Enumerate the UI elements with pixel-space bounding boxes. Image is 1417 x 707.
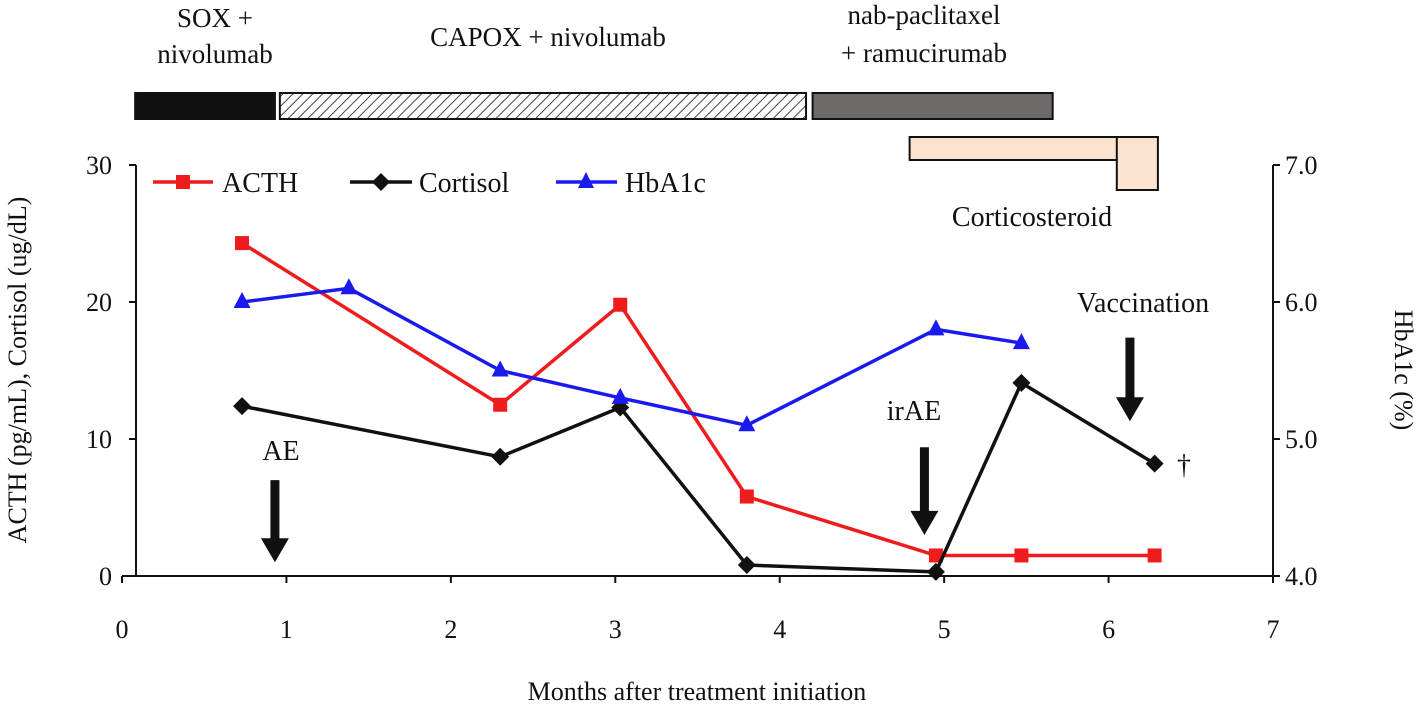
x-tick-label: 2 — [444, 615, 457, 644]
cortisol-point — [233, 397, 252, 416]
hba1c-point — [491, 360, 509, 377]
annotation-death-dagger: † — [1177, 450, 1191, 481]
acth-line — [241, 241, 1155, 558]
regimen-timeline: SOX + nivolumab CAPOX + nivolumab nab-pa… — [134, 0, 1054, 120]
acth-point — [928, 548, 943, 563]
x-tick-label: 3 — [609, 615, 622, 644]
x-tick-label: 4 — [773, 615, 786, 644]
acth-point — [1014, 548, 1029, 563]
hba1c-point — [1012, 333, 1030, 350]
cortisol-point — [491, 447, 510, 466]
annotation-vaccination: Vaccination — [1077, 288, 1209, 319]
acth-point — [613, 297, 628, 312]
cortisol-point — [1145, 454, 1164, 473]
regimen-bar-nab-paclitaxel-ramucirumab — [811, 92, 1054, 120]
axes: 0 1 2 3 4 5 6 7 0 10 20 30 4.0 5.0 6.0 7.0 — [86, 151, 1318, 644]
cortisol-point — [737, 556, 756, 575]
y-right-tick-label: 7.0 — [1285, 151, 1318, 180]
annotation-irae: irAE — [887, 396, 941, 427]
legend-acth-label: ACTH — [222, 168, 298, 199]
corticosteroid-bar: Corticosteroid — [908, 136, 1159, 233]
cortisol-line — [241, 381, 1156, 574]
y-left-tick-label: 0 — [99, 562, 112, 591]
cortisol-point — [926, 562, 945, 581]
hba1c-point — [927, 319, 945, 336]
annotation-ae: AE — [262, 436, 299, 467]
y-left-tick-label: 20 — [86, 288, 112, 317]
regimen-label-nab-line1: nab-paclitaxel — [848, 0, 1001, 30]
y-axis-right-title: HbA1c (%) — [1389, 310, 1417, 431]
x-tick-label: 7 — [1267, 615, 1280, 644]
legend: ACTH Cortisol HbA1c — [153, 168, 706, 199]
y-right-tick-label: 4.0 — [1285, 562, 1318, 591]
regimen-label-capox: CAPOX + nivolumab — [430, 22, 666, 52]
hba1c-point — [340, 278, 358, 295]
regimen-label-sox-line1: SOX + — [177, 3, 253, 33]
arrow-ae-head — [260, 538, 289, 563]
y-axis-left-title: ACTH (pg/mL), Cortisol (ug/dL) — [3, 197, 32, 544]
y-right-tick-label: 6.0 — [1285, 288, 1318, 317]
hba1c-point — [611, 387, 629, 404]
acth-point — [493, 397, 508, 412]
regimen-bar-sox-nivolumab — [134, 92, 276, 120]
regimen-bar-capox-nivolumab — [278, 92, 808, 120]
regimen-label-sox-line2: nivolumab — [157, 39, 273, 69]
hba1c-point — [738, 415, 756, 432]
x-tick-label: 1 — [280, 615, 293, 644]
corticosteroid-label: Corticosteroid — [952, 202, 1112, 233]
y-left-tick-label: 10 — [86, 425, 112, 454]
y-left-tick-label: 30 — [86, 151, 112, 180]
annotations: AE irAE Vaccination † — [260, 288, 1209, 563]
x-tick-label: 5 — [938, 615, 951, 644]
y-right-tick-label: 5.0 — [1285, 425, 1318, 454]
x-axis-title: Months after treatment initiation — [528, 677, 867, 706]
arrow-irae-head — [910, 510, 939, 535]
legend-hba1c-marker — [578, 172, 594, 188]
cortisol-point — [1012, 373, 1031, 392]
acth-point — [235, 236, 250, 251]
acth-point — [1147, 548, 1162, 563]
acth-point — [739, 489, 754, 504]
legend-hba1c-label: HbA1c — [625, 168, 706, 199]
legend-acth-marker — [176, 175, 190, 189]
regimen-label-nab-line2: + ramucirumab — [841, 38, 1007, 68]
series-layer — [233, 236, 1164, 581]
arrow-vaccination-head — [1115, 397, 1144, 422]
legend-cortisol-marker — [372, 173, 390, 191]
x-tick-label: 0 — [116, 615, 129, 644]
corticosteroid-step-shape — [908, 136, 1159, 191]
legend-cortisol-label: Cortisol — [419, 168, 509, 199]
hba1c-point — [233, 292, 251, 308]
x-tick-label: 6 — [1102, 615, 1115, 644]
